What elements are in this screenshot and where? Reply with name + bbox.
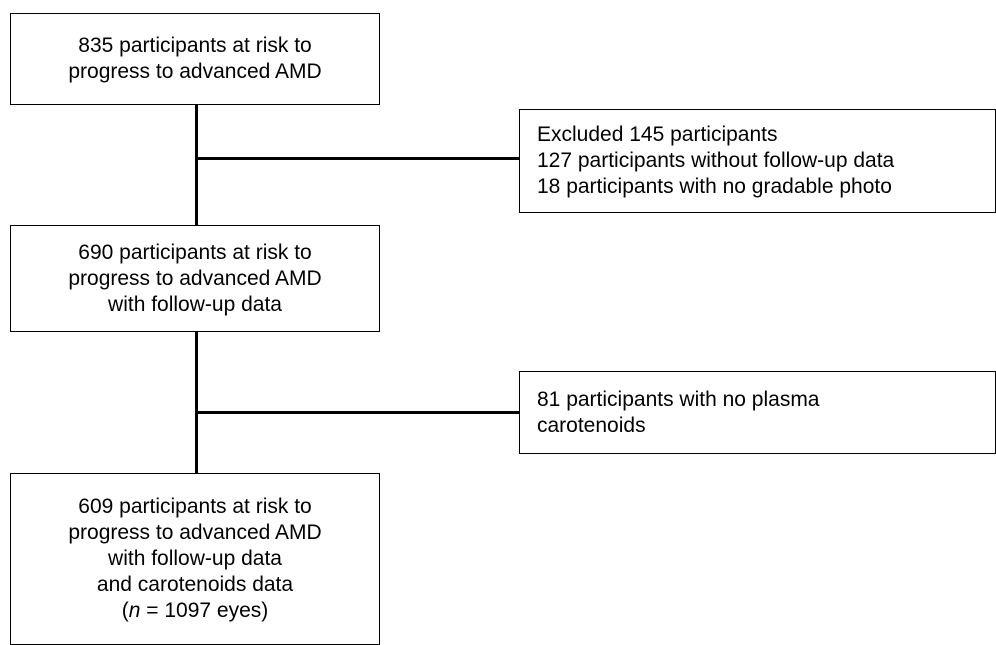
exclusion-box-first: Excluded 145 participants 127 participan… [519, 109, 996, 213]
box1-line-2: progress to advanced AMD [68, 60, 322, 83]
box2-line-2: progress to advanced AMD [68, 266, 322, 290]
flow-box-initial-participants: 835 participants at risk to progress to … [10, 13, 380, 105]
exclusion1-line-3: 18 participants with no gradable photo [537, 175, 892, 198]
box3-line-4: and carotenoids data [96, 573, 294, 596]
n-open-paren: ( [121, 599, 129, 622]
box3-eye-count: (n = 1097 eyes) [122, 598, 269, 624]
box3-line-2: progress to advanced AMD [68, 521, 322, 544]
flow-box-final-cohort: 609 participants at risk to progress to … [10, 473, 380, 645]
box2-line-3: with follow-up data [108, 292, 282, 316]
exclusion2-line-1: 81 participants with no plasma [537, 387, 820, 411]
n-symbol: n [128, 599, 141, 622]
exclusion1-line-1: Excluded 145 participants [537, 123, 778, 146]
connector-box1-to-box2 [195, 104, 198, 226]
flow-box-with-follow-up: 690 participants at risk to progress to … [10, 225, 380, 332]
n-count-text: = 1097 eyes) [140, 599, 269, 622]
box3-line-3: with follow-up data [108, 547, 282, 570]
connector-to-exclusion1 [195, 157, 520, 160]
box2-line-1: 690 participants at risk to [78, 240, 312, 264]
exclusion1-line-2: 127 participants without follow-up data [537, 149, 895, 172]
exclusion2-line-2: carotenoids [537, 413, 646, 437]
connector-box2-to-box3 [195, 331, 198, 474]
exclusion-box-second: 81 participants with no plasma carotenoi… [519, 371, 996, 454]
connector-to-exclusion2 [195, 411, 520, 414]
box1-line-1: 835 participants at risk to [78, 34, 312, 57]
box3-line-1: 609 participants at risk to [78, 495, 312, 518]
